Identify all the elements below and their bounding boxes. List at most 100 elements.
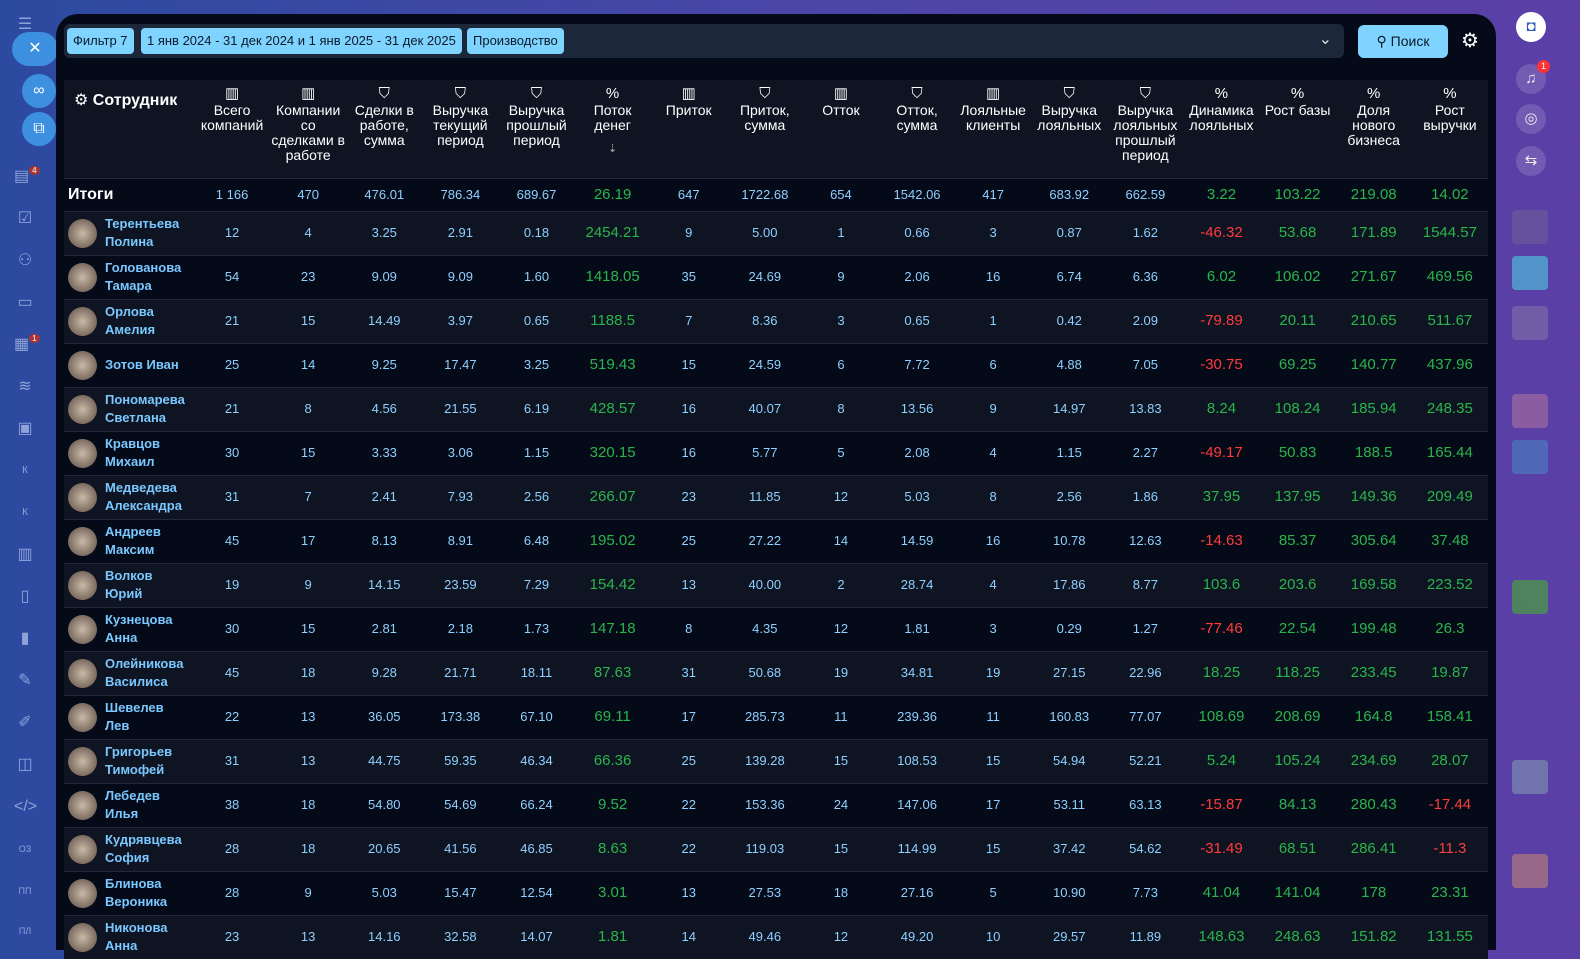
blurred-avatar[interactable]: [1512, 760, 1548, 794]
blurred-avatar[interactable]: [1512, 394, 1548, 428]
table-cell: -46.32: [1183, 210, 1260, 255]
close-button[interactable]: ✕: [12, 32, 58, 66]
table-cell: 234.69: [1335, 738, 1412, 783]
employee-name[interactable]: Пономарева Светлана: [105, 392, 185, 425]
robot-avatar[interactable]: ◘: [1516, 12, 1546, 42]
gear-icon[interactable]: ⚙: [74, 92, 89, 109]
open-external-button[interactable]: ⧉: [22, 112, 56, 146]
pipeline-chip[interactable]: Производство: [467, 28, 564, 54]
checkbox-icon[interactable]: ☑: [17, 210, 33, 227]
column-header[interactable]: ⛉ Выручка лояльных: [1031, 80, 1108, 178]
employee-name[interactable]: Андреев Максим: [105, 524, 161, 557]
column-header[interactable]: ▥ Лояльные клиенты: [955, 80, 1032, 178]
employee-name[interactable]: Кравцов Михаил: [105, 436, 161, 469]
table-row[interactable]: Пономарева Светлана 21 8 4.56 21.55 6.19 428.5…: [64, 386, 1488, 431]
employee-name[interactable]: Голованова Тамара: [105, 260, 182, 293]
column-header[interactable]: ⛉ Выручка прошлый период: [498, 80, 575, 178]
blurred-avatar[interactable]: [1512, 210, 1548, 244]
table-row[interactable]: Кузнецова Анна 30 15 2.81 2.18 1.73 147.18 8 4.3…: [64, 606, 1488, 651]
sidebar-item-k1[interactable]: К: [22, 465, 28, 476]
table-row[interactable]: Голованова Тамара 54 23 9.09 9.09 1.60 1418.05…: [64, 254, 1488, 299]
bell-icon[interactable]: ♫ 1: [1516, 60, 1550, 94]
employee-header[interactable]: ⚙ Сотрудник: [64, 80, 194, 178]
column-header[interactable]: ⛉ Выручка лояльных прошлый период: [1107, 80, 1184, 178]
table-cell: 3.25: [498, 342, 575, 387]
pen-icon[interactable]: ✐: [18, 714, 32, 731]
column-header[interactable]: ⛉ Сделки в работе, сумма: [346, 80, 423, 178]
blurred-avatar[interactable]: [1512, 306, 1548, 340]
column-header[interactable]: ⛉ Выручка текущий период: [422, 80, 499, 178]
employee-name[interactable]: Лебедев Илья: [105, 788, 160, 821]
filter-bar[interactable]: Фильтр 7 1 янв 2024 - 31 дек 2024 и 1 ян…: [64, 24, 1344, 58]
link-button[interactable]: ∞: [22, 74, 56, 108]
tasks-icon[interactable]: ▤ 4: [14, 166, 40, 188]
search-button[interactable]: ⚲ Поиск: [1358, 25, 1448, 58]
employee-name[interactable]: Кузнецова Анна: [105, 612, 173, 645]
column-header[interactable]: % Рост базы: [1259, 80, 1336, 178]
column-header[interactable]: ⛉ Приток, сумма: [726, 80, 803, 178]
employee-name[interactable]: Григорьев Тимофей: [105, 744, 173, 777]
sort-desc-icon[interactable]: ⇣: [607, 143, 618, 155]
table-row[interactable]: Олейникова Василиса 45 18 9.28 21.71 18.11 87.…: [64, 650, 1488, 695]
robot-icon[interactable]: ◫: [17, 756, 33, 773]
table-row[interactable]: Блинова Вероника 28 9 5.03 15.47 12.54 3.01 13 2…: [64, 870, 1488, 915]
filter-chip[interactable]: Фильтр 7: [67, 28, 134, 54]
employee-name[interactable]: Орлова Амелия: [105, 304, 156, 337]
blurred-avatar[interactable]: [1512, 580, 1548, 614]
filter-icon[interactable]: ≋: [18, 378, 32, 395]
table-cell: 320.15: [574, 430, 651, 475]
table-row[interactable]: Кравцов Михаил 30 15 3.33 3.06 1.15 320.15 16 5.…: [64, 430, 1488, 475]
blurred-avatar[interactable]: [1512, 854, 1548, 888]
document-icon[interactable]: ▯: [20, 588, 30, 605]
employee-name[interactable]: Зотов Иван: [105, 357, 179, 372]
table-cell: 9.52: [574, 782, 651, 827]
sidebar-item-pp[interactable]: ПП: [18, 886, 32, 896]
column-header[interactable]: % Динамика лояльных: [1183, 80, 1260, 178]
code-icon[interactable]: </>: [14, 798, 38, 815]
edit-doc-icon[interactable]: ✎: [18, 672, 32, 689]
employee-name[interactable]: Кудрявцева София: [105, 832, 182, 865]
calendar-icon[interactable]: ▦ 1: [14, 334, 40, 356]
employee-name[interactable]: Волков Юрий: [105, 568, 153, 601]
employee-name[interactable]: Олейникова Василиса: [105, 656, 184, 689]
employee-name[interactable]: Шевелев Лев: [105, 700, 164, 733]
radar-icon[interactable]: ◎: [1516, 104, 1546, 134]
employee-name[interactable]: Блинова Вероника: [105, 876, 168, 909]
column-header[interactable]: % Доля нового бизнеса: [1335, 80, 1412, 178]
building-icon[interactable]: ▥: [17, 546, 33, 563]
table-row[interactable]: Лебедев Илья 38 18 54.80 54.69 66.24 9.52 22 153…: [64, 782, 1488, 827]
column-header[interactable]: ▥ Компании со сделками в работе: [270, 80, 347, 178]
employee-name[interactable]: Медведева Александра: [105, 480, 182, 513]
blurred-avatar[interactable]: [1512, 440, 1548, 474]
gear-icon[interactable]: ⚙: [1461, 30, 1479, 52]
table-row[interactable]: Зотов Иван 25 14 9.25 17.47 3.25 519.43 15 24.59…: [64, 342, 1488, 387]
column-header[interactable]: ▥ Приток: [650, 80, 727, 178]
card-icon[interactable]: ▭: [17, 294, 33, 311]
table-row[interactable]: Терентьева Полина 12 4 3.25 2.91 0.18 2454.21 9…: [64, 210, 1488, 255]
table-row[interactable]: Кудрявцева София 28 18 20.65 41.56 46.85 8.63 2…: [64, 826, 1488, 871]
exchange-chat-icon[interactable]: ⇆: [1516, 146, 1546, 176]
column-header[interactable]: ⛉ Отток, сумма: [878, 80, 956, 178]
menu-icon[interactable]: ☰: [17, 16, 33, 33]
table-row[interactable]: Медведева Александра 31 7 2.41 7.93 2.56 266.0…: [64, 474, 1488, 519]
sidebar-item-pl[interactable]: ПЛ: [18, 926, 32, 936]
column-header[interactable]: ▥ Отток: [802, 80, 879, 178]
table-row[interactable]: Волков Юрий 19 9 14.15 23.59 7.29 154.42 13 40.0…: [64, 562, 1488, 607]
sidebar-item-oz[interactable]: ОЗ: [18, 844, 32, 854]
table-row[interactable]: Григорьев Тимофей 31 13 44.75 59.35 46.34 66.3…: [64, 738, 1488, 783]
date-range-chip[interactable]: 1 янв 2024 - 31 дек 2024 и 1 янв 2025 - …: [141, 28, 462, 54]
table-row[interactable]: Шевелев Лев 22 13 36.05 173.38 67.10 69.11 17 28…: [64, 694, 1488, 739]
blurred-avatar[interactable]: [1512, 256, 1548, 290]
chevron-down-icon[interactable]: ⌄: [1318, 31, 1332, 48]
column-header[interactable]: ▥ Всего компаний: [194, 80, 271, 178]
users-icon[interactable]: ⚇: [17, 252, 33, 269]
chat-icon[interactable]: ▣: [17, 420, 33, 437]
sidebar-item-k2[interactable]: К: [22, 507, 28, 518]
table-row[interactable]: Андреев Максим 45 17 8.13 8.91 6.48 195.02 25 27…: [64, 518, 1488, 563]
column-header[interactable]: % Рост выручки: [1411, 80, 1488, 178]
column-header[interactable]: % Поток денег ⇣: [574, 80, 651, 178]
chart-icon[interactable]: ▮: [20, 630, 30, 647]
table-row[interactable]: Никонова Анна 23 13 14.16 32.58 14.07 1.81 14 49…: [64, 914, 1488, 959]
employee-name[interactable]: Терентьева Полина: [105, 216, 180, 249]
table-row[interactable]: Орлова Амелия 21 15 14.49 3.97 0.65 1188.5 7 8.3…: [64, 298, 1488, 343]
